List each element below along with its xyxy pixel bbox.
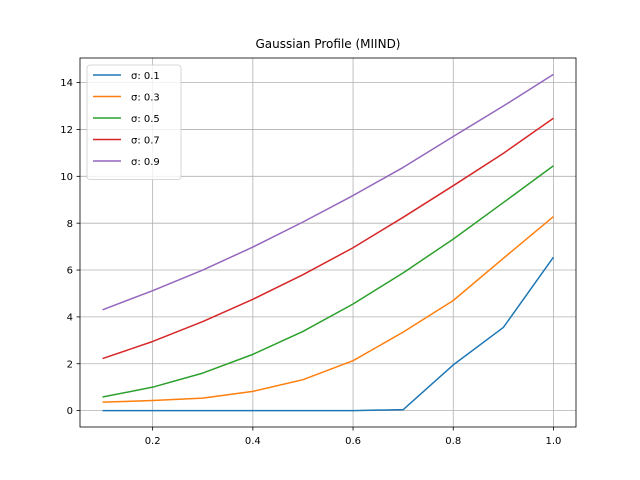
series-line-1 (102, 216, 554, 403)
x-tick-label: 0.2 (145, 436, 161, 447)
legend-label-1: σ: 0.3 (131, 92, 160, 103)
chart-title: Gaussian Profile (MIIND) (255, 37, 400, 51)
y-tick-label: 2 (67, 359, 73, 370)
y-tick-label: 6 (67, 266, 73, 277)
legend-label-2: σ: 0.5 (131, 114, 160, 125)
x-tick-label: 0.6 (345, 436, 361, 447)
y-tick-label: 4 (67, 312, 73, 323)
y-tick-label: 12 (60, 125, 73, 136)
y-tick-label: 8 (67, 219, 73, 230)
x-tick-label: 0.8 (445, 436, 461, 447)
series-lines (102, 73, 555, 412)
legend: σ: 0.1 σ: 0.3 σ: 0.5 σ: 0.7 σ: 0.9 (86, 64, 182, 180)
legend-label-3: σ: 0.7 (131, 135, 160, 146)
x-tick-label: 0.4 (245, 436, 261, 447)
x-tick-label: 1.0 (546, 436, 562, 447)
legend-label-4: σ: 0.9 (131, 157, 160, 168)
series-line-4 (102, 73, 554, 311)
legend-label-0: σ: 0.1 (131, 71, 160, 82)
axes-frame (79, 57, 577, 428)
axes: 0.2 0.4 0.6 0.8 1.0 0 2 4 6 8 10 12 14 (60, 57, 577, 447)
series-line-0 (102, 256, 555, 412)
y-tick-label: 10 (60, 172, 73, 183)
series-line-2 (102, 165, 554, 398)
legend-box (86, 64, 182, 180)
series-line-3 (102, 117, 554, 360)
grid-lines (80, 58, 576, 427)
y-tick-label: 14 (60, 78, 73, 89)
y-tick-label: 0 (67, 406, 73, 417)
